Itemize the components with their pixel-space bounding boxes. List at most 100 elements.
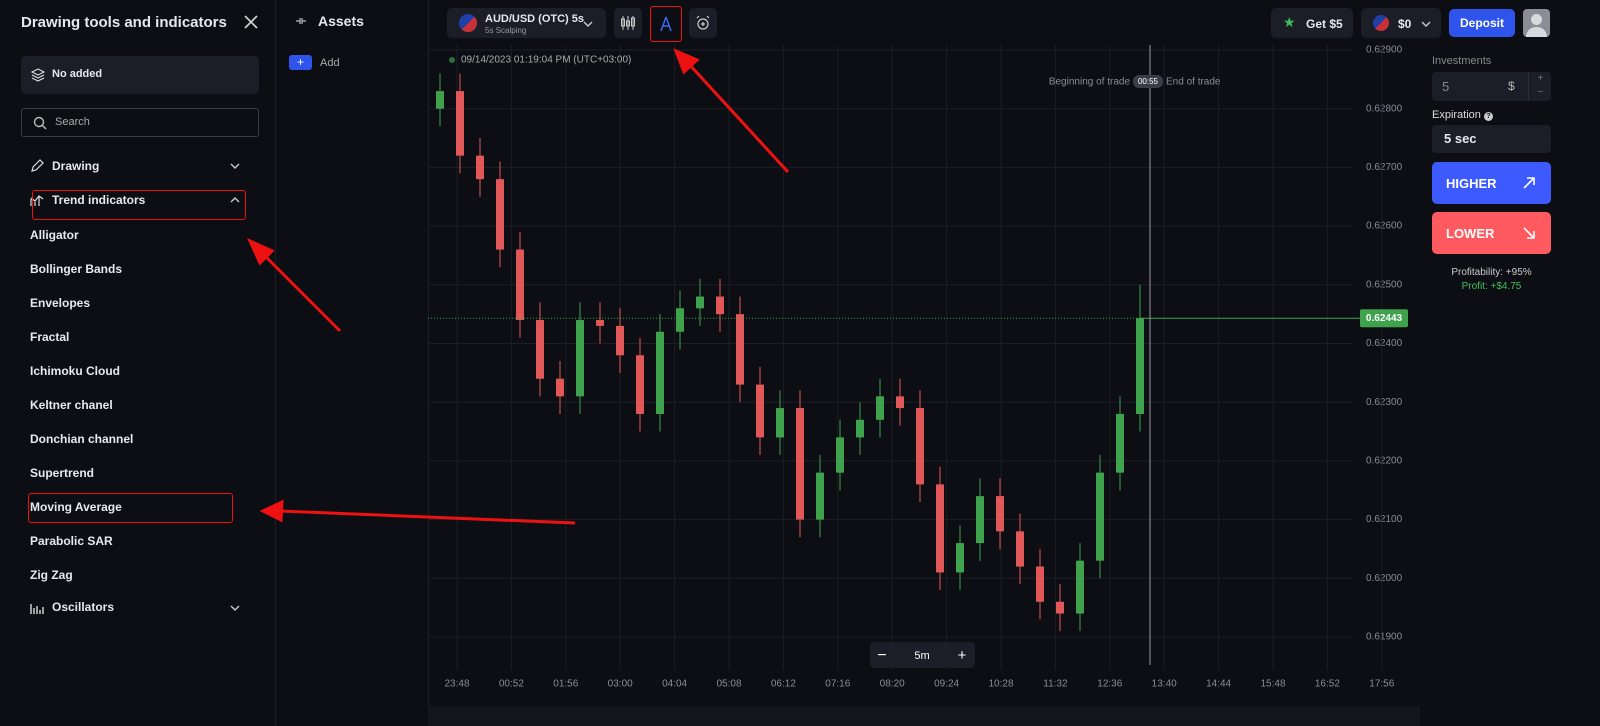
y-tick-label: 0.62200 xyxy=(1366,456,1403,467)
expiration-label-text: Expiration xyxy=(1432,109,1481,121)
chevron xyxy=(583,21,593,27)
deposit-button[interactable]: Deposit xyxy=(1449,9,1515,37)
chart-type-button[interactable] xyxy=(614,8,642,38)
indicator-item[interactable]: Envelopes xyxy=(30,296,91,310)
alert-button[interactable] xyxy=(689,8,717,38)
bonus-button[interactable]: ★ Get $5 xyxy=(1271,8,1353,38)
flag-icon xyxy=(1373,15,1389,31)
candle-body xyxy=(936,484,944,573)
candle-body xyxy=(816,472,824,520)
x-tick-label: 06:12 xyxy=(771,679,796,690)
scrollbar xyxy=(428,706,1420,726)
indicator-item[interactable]: Supertrend xyxy=(30,466,95,480)
x-tick-label: 13:40 xyxy=(1152,679,1177,690)
candle-body xyxy=(976,496,984,544)
candle-body xyxy=(656,331,664,414)
indicator-item[interactable]: Ichimoku Cloud xyxy=(30,364,120,378)
avatar-body xyxy=(1526,27,1547,37)
x-tick-label: 03:00 xyxy=(608,679,633,690)
price-badge-text: 0.62443 xyxy=(1366,313,1403,324)
y-tick-label: 0.62600 xyxy=(1366,221,1403,232)
close-icon[interactable] xyxy=(243,14,259,30)
indicator-item[interactable]: Bollinger Bands xyxy=(30,262,123,276)
search-input[interactable]: Search xyxy=(21,108,259,137)
balance-button[interactable]: $0 xyxy=(1361,8,1441,38)
candle-body xyxy=(996,496,1004,532)
oscillator-icon xyxy=(30,604,44,614)
indicator-item[interactable]: Alligator xyxy=(30,228,79,242)
candle-body xyxy=(596,320,604,326)
bonus-text: Get $5 xyxy=(1306,17,1343,31)
trade-start-label: Beginning of trade xyxy=(1049,77,1131,88)
alarm-icon xyxy=(696,15,710,30)
added-box: No added xyxy=(21,56,259,94)
asset-selector[interactable]: AUD/USD (OTC) 5s 5s Scalping xyxy=(447,8,606,38)
y-tick-label: 0.62500 xyxy=(1366,279,1403,290)
avatar[interactable] xyxy=(1523,9,1550,37)
arrow-down-icon xyxy=(1523,227,1535,239)
chevron xyxy=(230,197,240,203)
candle-body xyxy=(796,408,804,520)
add-button[interactable]: + xyxy=(289,55,312,70)
y-tick-label: 0.62300 xyxy=(1366,397,1403,408)
highlight-box xyxy=(32,190,246,220)
sidebar-title: Drawing tools and indicators xyxy=(21,14,227,31)
candle-body xyxy=(636,355,644,414)
candle-body xyxy=(756,384,764,438)
overlay: 0.62443 Beginning of trade 00:55 End of tra… xyxy=(428,45,1408,665)
candle-body xyxy=(776,408,784,438)
stepper[interactable]: + − xyxy=(1528,72,1552,101)
candle-body xyxy=(896,396,904,409)
added-text: No added xyxy=(52,68,103,80)
profitability: Profitability: +95% xyxy=(1451,267,1532,278)
section-label[interactable]: Trend indicators xyxy=(52,193,146,207)
y-tick-label: 0.61900 xyxy=(1366,632,1403,643)
drawing-tools-button[interactable] xyxy=(650,6,682,42)
trend-icon xyxy=(30,195,44,206)
highlight-box xyxy=(28,493,233,523)
avatar-head xyxy=(1531,14,1542,25)
indicator-item[interactable]: Fractal xyxy=(30,330,70,344)
higher-button[interactable]: HIGHER xyxy=(1432,162,1551,204)
section-label[interactable]: Oscillators xyxy=(52,600,115,614)
zoom-out[interactable]: − xyxy=(877,647,886,664)
live-dot xyxy=(449,57,455,63)
zoom-in[interactable]: + xyxy=(958,647,967,664)
higher-text: HIGHER xyxy=(1446,176,1497,191)
expiration-input[interactable]: 5 sec xyxy=(1432,125,1551,153)
chevron xyxy=(230,605,240,611)
lower-button[interactable]: LOWER xyxy=(1432,212,1551,254)
investments-label: Investments xyxy=(1432,55,1492,67)
candle-body xyxy=(1116,413,1124,473)
indicator-item[interactable]: Donchian channel xyxy=(30,432,134,446)
section-label[interactable]: Drawing xyxy=(52,159,100,173)
amount: 5 xyxy=(1442,79,1450,94)
help-icon[interactable]: ? xyxy=(1483,112,1493,121)
collapse-icon[interactable] xyxy=(295,15,307,27)
search-placeholder: Search xyxy=(55,116,90,128)
candle-body xyxy=(456,91,464,156)
indicator-item[interactable]: Zig Zag xyxy=(30,568,73,582)
pencil-icon xyxy=(31,159,44,172)
star-icon: ★ xyxy=(1283,14,1296,30)
timer: 00:55 xyxy=(1138,77,1159,86)
candle-body xyxy=(876,396,884,420)
indicator-item[interactable]: Parabolic SAR xyxy=(30,534,113,548)
x-tick-label: 08:20 xyxy=(880,679,905,690)
x-tick-label: 09:24 xyxy=(934,679,959,690)
add-label[interactable]: Add xyxy=(320,57,340,69)
indicator-item[interactable]: Moving Average xyxy=(30,500,122,514)
chevron xyxy=(230,163,240,169)
x-tick-label: 05:08 xyxy=(716,679,741,690)
indicator-item[interactable]: Keltner chanel xyxy=(30,398,113,412)
sidebar: Drawing tools and indicators No added Se… xyxy=(0,0,276,726)
candle-body xyxy=(856,419,864,438)
search-icon xyxy=(33,116,47,130)
candle-body xyxy=(1076,560,1084,614)
expiration-label: Expiration ? xyxy=(1432,109,1493,121)
amount-input[interactable]: 5 $ + − xyxy=(1432,72,1551,101)
timeframe[interactable]: 5m xyxy=(914,650,929,662)
x-tick-label: 10:28 xyxy=(988,679,1013,690)
arrow-up-icon xyxy=(1523,177,1535,189)
